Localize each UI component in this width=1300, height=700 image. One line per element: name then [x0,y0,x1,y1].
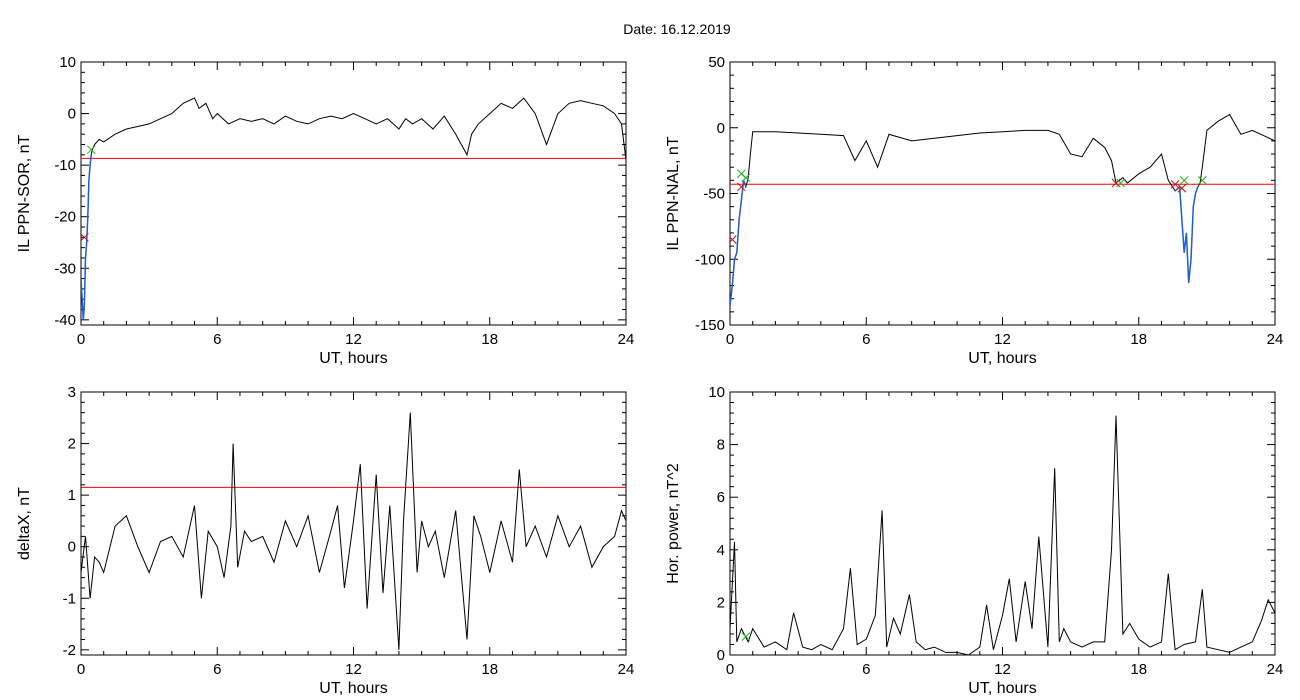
marker-stroke [1170,179,1180,189]
y-tick-label: 6 [717,489,725,506]
series-line [81,97,626,320]
marker-stroke [737,182,746,192]
x-tick-label: 6 [213,661,221,678]
x-tick-label: 6 [862,331,870,348]
y-tick-label: 4 [717,542,725,559]
y-tick-label: 1 [68,487,76,504]
x-tick-label: 18 [1130,661,1147,678]
y-axis-label: deltaX, nT [16,487,33,560]
highlight-line [730,180,747,306]
highlight-line [81,154,92,320]
x-tick-label: 6 [862,661,870,678]
x-tick-label: 0 [726,331,734,348]
y-tick-label: 0 [717,120,725,137]
x-tick-label: 24 [618,331,635,348]
x-axis-label: UT, hours [968,680,1036,697]
y-tick-label: 0 [717,647,725,664]
chart-nal: 0 6 12 18 24 -150 -100 -50 0 50 UT, hours IL PPN-NA… [665,54,1283,367]
x-tick-label: 18 [1130,331,1147,348]
highlight-line [1174,185,1199,283]
start-marker [1111,178,1121,188]
y-tick-label: 10 [708,384,725,401]
plot-data [730,113,1275,306]
x-tick-label: 0 [726,661,734,678]
y-tick-label: -150 [695,317,725,334]
y-tick-label: -50 [703,186,725,203]
marker-stroke [730,235,737,243]
end-marker [1197,175,1207,185]
chart-sor: 0 6 12 18 24 -40 -30 -20 -10 0 10 UT, hours IL PPN-S… [16,54,634,367]
x-tick-label: 18 [481,661,498,678]
x-tick-label: 12 [345,661,362,678]
y-axis-label: IL PPN-NAL, nT [665,136,682,250]
marker-stroke [741,632,751,641]
end-marker [741,173,751,183]
plot-data [81,97,626,320]
x-tick-label: 6 [213,331,221,348]
y-tick-label: 3 [68,384,76,401]
series-line [730,415,1275,655]
end-marker [1116,178,1125,188]
x-tick-label: 0 [77,331,85,348]
x-tick-label: 12 [994,331,1011,348]
y-tick-label: -20 [54,209,76,226]
figure-date-title: Date: 16.12.2019 [623,21,731,37]
start-marker [1177,183,1187,193]
x-tick-label: 18 [481,331,498,348]
marker-stroke [1116,178,1125,188]
y-tick-label: 50 [708,54,725,71]
x-axis-label: UT, hours [319,680,387,697]
y-axis-label: Hor. power, nT^2 [665,463,682,584]
y-tick-label: -30 [54,260,76,277]
x-tick-label: 24 [1267,331,1284,348]
marker-stroke [741,173,751,183]
y-tick-label: -40 [54,312,76,329]
marker-stroke [81,232,89,242]
x-tick-label: 0 [77,661,85,678]
marker-stroke [1197,175,1207,185]
y-tick-label: -10 [54,157,76,174]
x-tick-label: 24 [1267,661,1284,678]
marker-stroke [1179,175,1189,185]
end-marker [86,145,96,155]
x-tick-label: 12 [345,331,362,348]
y-tick-label: 2 [68,436,76,453]
start-marker [737,182,746,192]
y-tick-label: -2 [63,642,76,659]
y-tick-label: 2 [717,594,725,611]
start-marker [1170,179,1180,189]
series-line [81,412,626,650]
x-axis-label: UT, hours [319,350,387,367]
y-tick-label: -100 [695,251,725,268]
end-marker [1179,175,1189,185]
start-marker [81,232,89,242]
marker-stroke [737,169,746,179]
y-axis-label: IL PPN-SOR, nT [16,134,33,252]
y-tick-label: -1 [63,590,76,607]
x-tick-label: 12 [994,661,1011,678]
y-tick-label: 10 [59,54,76,71]
y-tick-label: 0 [68,106,76,123]
marker-stroke [86,145,96,155]
marker-stroke [1111,178,1121,188]
start-marker [730,235,737,244]
x-axis-label: UT, hours [968,350,1036,367]
plot-data [81,412,626,650]
y-tick-label: 0 [68,539,76,556]
y-tick-label: 8 [717,437,725,454]
x-tick-label: 24 [618,661,635,678]
plot-data [730,415,1275,655]
end-marker [741,632,751,641]
marker-stroke [1177,183,1187,193]
